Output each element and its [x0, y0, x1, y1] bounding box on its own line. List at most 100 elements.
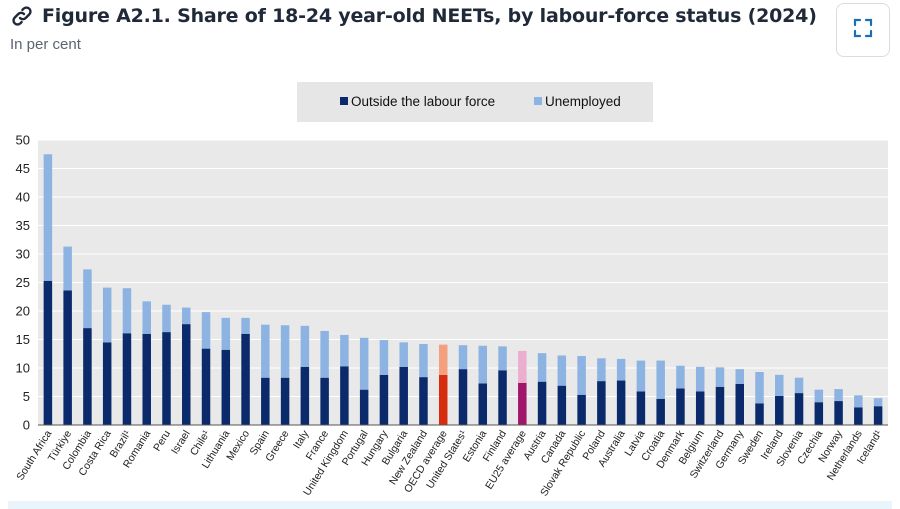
- bar-unemployed: [597, 358, 606, 382]
- y-tick-label: 5: [23, 389, 30, 404]
- bar-unemployed: [854, 395, 863, 408]
- bar-unemployed: [695, 366, 705, 392]
- bar-outside-labour-force: [715, 386, 725, 425]
- bar-outside-labour-force: [162, 332, 171, 425]
- bottom-strip: [8, 501, 892, 509]
- expand-icon: [852, 17, 874, 44]
- bar-unemployed: [873, 398, 883, 407]
- y-tick-label: 10: [16, 361, 30, 376]
- y-tick-label: 0: [23, 418, 30, 433]
- bar-unemployed: [162, 304, 171, 333]
- bar-unemployed: [359, 337, 369, 390]
- bar-unemployed: [656, 360, 665, 399]
- bar-outside-labour-force: [63, 290, 72, 425]
- chart-area: Outside the labour force Unemployed 0 5 10 15…: [0, 75, 900, 500]
- bar-unemployed: [557, 355, 567, 386]
- bar-outside-labour-force: [636, 391, 646, 425]
- bar-outside-labour-force: [102, 342, 112, 425]
- bar-outside-labour-force: [221, 349, 231, 425]
- bar-unemployed: [755, 371, 764, 404]
- bar-outside-labour-force: [261, 377, 270, 425]
- bar-outside-labour-force: [597, 381, 606, 425]
- bar-outside-labour-force: [300, 366, 310, 425]
- bar-unemployed: [340, 334, 349, 367]
- bar-unemployed: [261, 324, 270, 378]
- bar-outside-labour-force: [577, 394, 586, 425]
- bar-outside-labour-force: [695, 391, 705, 425]
- bar-unemployed: [280, 325, 290, 378]
- bar-unemployed: [43, 154, 53, 281]
- bar-unemployed: [83, 269, 92, 329]
- y-tick-label: 50: [16, 133, 30, 148]
- bar-unemployed: [399, 342, 408, 367]
- bar-outside-labour-force: [438, 374, 448, 425]
- bar-unemployed: [676, 365, 685, 389]
- bar-outside-labour-force: [241, 333, 250, 425]
- bar-outside-labour-force: [537, 381, 547, 425]
- bar-outside-labour-force: [834, 401, 843, 425]
- legend-label-unemployed: Unemployed: [545, 94, 621, 109]
- bar-outside-labour-force: [873, 406, 883, 425]
- bar-outside-labour-force: [557, 385, 567, 425]
- bar-unemployed: [458, 345, 468, 370]
- neet-bar-chart: Outside the labour force Unemployed 0 5 10 15…: [14, 82, 888, 498]
- bar-unemployed: [577, 356, 586, 395]
- bar-unemployed: [537, 353, 547, 382]
- bar-unemployed: [201, 312, 211, 349]
- bar-unemployed: [438, 344, 448, 375]
- legend-swatch-outside: [340, 97, 348, 105]
- bar-outside-labour-force: [794, 393, 804, 425]
- bar-outside-labour-force: [359, 389, 369, 425]
- figure-header: Figure A2.1. Share of 18-24 year-old NEE…: [10, 4, 817, 53]
- link-icon[interactable]: [10, 4, 34, 28]
- bar-outside-labour-force: [419, 377, 428, 425]
- y-tick-label: 25: [16, 275, 30, 290]
- bar-outside-labour-force: [735, 383, 744, 425]
- bar-unemployed: [775, 374, 784, 396]
- bar-outside-labour-force: [854, 407, 863, 425]
- bar-unemployed: [320, 330, 329, 378]
- bar-outside-labour-force: [775, 395, 784, 425]
- bar-unemployed: [715, 367, 725, 387]
- bar-outside-labour-force: [814, 402, 824, 425]
- bar-unemployed: [636, 360, 646, 392]
- bar-unemployed: [498, 346, 507, 371]
- bar-unemployed: [814, 389, 824, 403]
- bar-unemployed: [794, 377, 804, 394]
- y-tick-label: 30: [16, 247, 30, 262]
- bar-unemployed: [616, 358, 626, 381]
- bar-outside-labour-force: [83, 328, 92, 425]
- bar-outside-labour-force: [340, 366, 349, 425]
- bar-unemployed: [221, 317, 231, 350]
- bar-unemployed: [735, 369, 744, 384]
- bar-unemployed: [379, 340, 389, 375]
- bar-outside-labour-force: [478, 383, 488, 425]
- bar-outside-labour-force: [320, 377, 329, 425]
- legend-swatch-unemployed: [534, 97, 542, 105]
- bar-outside-labour-force: [755, 403, 764, 425]
- bar-outside-labour-force: [498, 370, 507, 425]
- y-tick-label: 20: [16, 304, 30, 319]
- y-tick-label: 45: [16, 161, 30, 176]
- bar-outside-labour-force: [43, 280, 53, 425]
- bar-outside-labour-force: [656, 398, 665, 425]
- bar-outside-labour-force: [518, 382, 527, 425]
- y-tick-label: 15: [16, 332, 30, 347]
- bar-unemployed: [518, 350, 527, 383]
- figure-title: Figure A2.1. Share of 18-24 year-old NEE…: [42, 5, 817, 27]
- bar-outside-labour-force: [182, 324, 191, 425]
- bar-outside-labour-force: [616, 380, 626, 425]
- figure-subtitle: In per cent: [10, 36, 81, 53]
- bar-outside-labour-force: [399, 366, 408, 425]
- expand-button[interactable]: [836, 3, 890, 57]
- bar-unemployed: [834, 389, 843, 402]
- bar-outside-labour-force: [458, 369, 468, 425]
- legend-box: [297, 82, 653, 122]
- bar-unemployed: [122, 288, 132, 334]
- bar-unemployed: [241, 317, 250, 334]
- bar-outside-labour-force: [379, 374, 389, 425]
- bar-outside-labour-force: [201, 348, 211, 425]
- bar-unemployed: [182, 307, 191, 325]
- bar-unemployed: [478, 345, 488, 384]
- bar-unemployed: [419, 344, 428, 378]
